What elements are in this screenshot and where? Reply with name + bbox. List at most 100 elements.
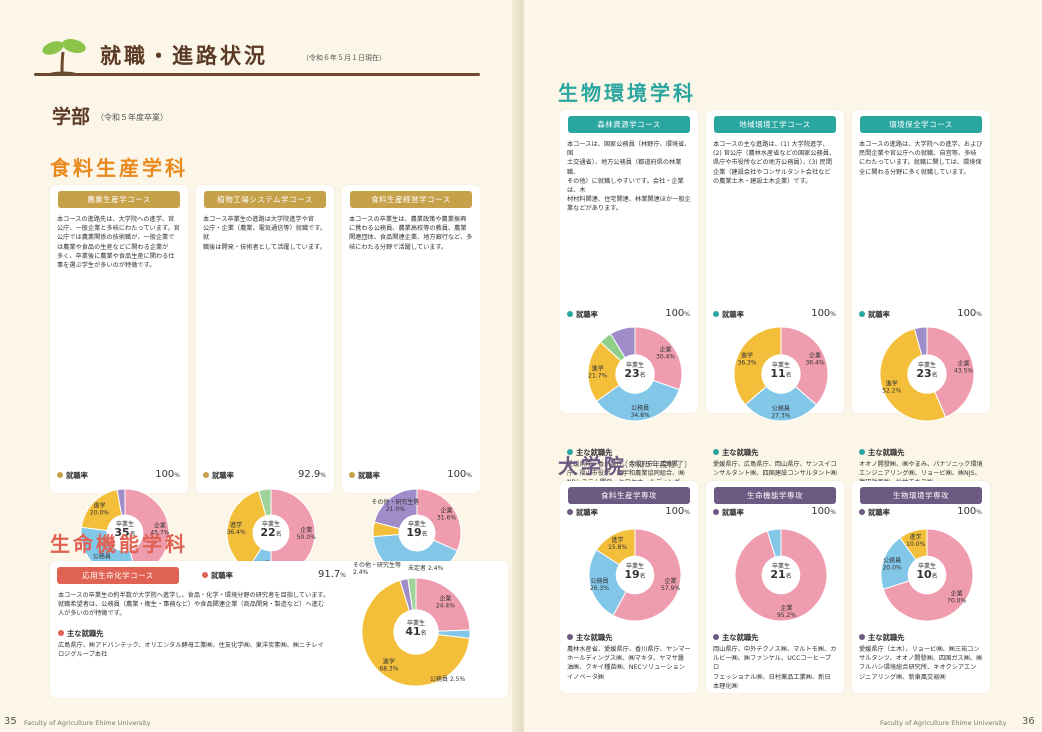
page-number-right: 36 (1022, 716, 1035, 727)
pie-center (615, 555, 655, 595)
course-pill: 食料生産経営学コース (350, 191, 472, 208)
pie-slice (588, 549, 636, 617)
pie-chart: 企業 95.2% (734, 528, 828, 622)
slice-label: 企業 36.4% (805, 352, 824, 367)
graduate-heading: 大学院 (558, 454, 627, 478)
pie-center-label: 卒業生 35名 (114, 521, 136, 539)
employer-list: 愛媛県庁、広島県庁、岡山県庁、サンスイコ ンサルタント㈱、四国建設コンサルタント㈱ (713, 461, 837, 478)
slice-label-other: その他・研究生等 2.4% (353, 562, 402, 576)
pie-center-label: 卒業生 19名 (406, 521, 428, 539)
footer-text-right: Faculty of Agriculture Ehime University (880, 719, 1007, 727)
pie-center-label: 卒業生 19名 (624, 563, 646, 581)
course-desc: 本コースの卒業生の約半数が大学院へ進学し、食品・化学・環境分野の研究者を目指して… (58, 592, 330, 618)
employer-list: 岡山県庁、中外テクノス㈱、マルトモ㈱、カ ルビー㈱、㈱ファンケル、UCCコーヒープ… (713, 646, 837, 690)
course-desc: 本コース卒業生の進路は大学院進学や官 公庁・企業（農業、電気通信等）就職です。就職… (203, 216, 327, 251)
pie-center (761, 354, 801, 394)
employer-heading: 主な就職先 (713, 448, 758, 458)
course-card: 食料生産学専攻 就職率 100% 企業 57.9% 公務員 26.3% 進学 15.8% … (560, 481, 698, 693)
course-desc: 本コースの卒業生は、農業政策や農業振興 に携わる公務員、農業高校等の教員、農業 関連… (349, 216, 473, 251)
pie-center-label: 卒業生 23名 (624, 362, 646, 380)
rate-value: 91.7% (318, 569, 346, 580)
course-desc: 本コースの主な進路は、(1) 大学院進学、 (2) 官公庁（農林水産省などの国家公… (713, 141, 836, 185)
slice-label: 企業 30.4% (656, 345, 675, 360)
pie-center (106, 514, 144, 552)
course-card: 環境保全学コース 本コースの進路は、大学院への進学、および 民間企業や官公庁への就… (852, 110, 990, 486)
employer-list: 農林水産省、愛媛県庁、香川県庁、ヤンマー ホールディングス㈱、㈱マキタ、ヤマサ醤油… (567, 646, 691, 681)
pie-center-label: 卒業生 41名 (405, 620, 427, 638)
pie-center-label: 卒業生 22名 (260, 521, 282, 539)
slice-label: 進学 52.2% (882, 379, 901, 394)
pie-slice (733, 326, 782, 406)
pie-center (761, 555, 801, 595)
rate-label: 就職率 (859, 310, 890, 320)
rate-label: 就職率 (203, 471, 234, 481)
slice-label: 進学 20.0% (90, 502, 109, 517)
pie-slice (780, 326, 829, 406)
employer-list: 愛媛県庁（土木）、リョービ㈱、㈱三祐コン サルタンツ、オオノ開發㈱、四国ガス㈱、㈱… (859, 646, 983, 681)
employer-heading: 主な就職先 (859, 633, 904, 643)
pie-slice (744, 373, 818, 422)
rate-value: 100% (447, 469, 472, 480)
slice-label: その他・研究生等 21.0% (371, 498, 419, 513)
right-page: 生物環境学科 森林資源学コース 本コースは、国家公務員（林野庁、環境省、国 土交通… (524, 0, 1042, 732)
course-card: 植物工場システム学コース 本コース卒業生の進路は大学院進学や官 公庁・企業（農業、… (196, 185, 334, 639)
employer-heading: 主な就職先 (713, 633, 758, 643)
course-card: 食料生産経営学コース 本コースの卒業生は、農業政策や農業振興 に携わる公務員、農業… (342, 185, 480, 658)
rate-label: 就職率 (349, 471, 380, 481)
course-pill: 生命機能学専攻 (714, 487, 836, 504)
graduate-note: （令和５年度修了） (620, 460, 692, 469)
pie-center (907, 354, 947, 394)
course-card: 生命機能学専攻 就職率 100% 企業 95.2% 卒業生 21名 主な就職先 岡山… (706, 481, 844, 693)
pie-chart: 企業 57.9% 公務員 26.3% 進学 15.8% (588, 528, 682, 622)
dept-title-seimei: 生命機能学科 (50, 532, 188, 556)
page-title: 就職・進路状況 (100, 44, 268, 68)
rate-label: 就職率 (57, 471, 88, 481)
course-pill: 植物工場システム学コース (204, 191, 326, 208)
slice-label: 企業 43.5% (954, 359, 973, 374)
course-pill: 森林資源学コース (568, 116, 690, 133)
rate-label: 就職率 (567, 508, 598, 518)
employer-heading: 主な就職先 (567, 448, 612, 458)
slice-label: 公務員 27.3% (771, 404, 790, 419)
slice-label: 進学 21.7% (588, 365, 607, 380)
rate-label: 就職率 (859, 508, 890, 518)
course-card: 農業生産学コース 本コースの進路先は、大学院への進学、官 公庁、一般企業と多岐にわ… (50, 185, 188, 658)
slice-label: 公務員 20.0% (883, 557, 902, 572)
pie-center-label: 卒業生 21名 (770, 563, 792, 581)
date-note: （令和６年５月１日現在） (302, 54, 386, 62)
slice-label: 企業 24.4% (436, 595, 455, 610)
course-pill: 地域環境工学コース (714, 116, 836, 133)
pie-chart: 企業 36.4% 公務員 27.3% 進学 36.3% (733, 326, 829, 422)
course-card: 森林資源学コース 本コースは、国家公務員（林野庁、環境省、国 土交通省）、地方公務… (560, 110, 698, 505)
slice-label: 進学 15.8% (608, 536, 627, 551)
rate-value: 100% (811, 506, 836, 517)
sprout-icon (42, 38, 86, 76)
pie-chart: 企業 70.0% 公務員 20.0% 進学 10.0% (880, 528, 974, 622)
rate-label: 就職率 (567, 310, 598, 320)
dept-title-seibutsu: 生物環境学科 (558, 81, 696, 105)
title-underline (34, 73, 480, 76)
rate-label: 就職率 (202, 571, 233, 581)
pie-center-label: 卒業生 23名 (916, 362, 938, 380)
pie-chart: 企業 43.5% 進学 52.2% (879, 326, 975, 422)
slice-label: 企業 70.0% (947, 590, 966, 605)
pie-center-label: 卒業生 10名 (916, 563, 938, 581)
rate-value: 100% (957, 308, 982, 319)
pie-slice (926, 326, 975, 418)
course-pill: 農業生産学コース (58, 191, 180, 208)
slice-label: 公務員 26.3% (590, 577, 609, 592)
slice-label-undecided: 未定者 2.4% (408, 565, 444, 572)
course-desc: 本コースは、国家公務員（林野庁、環境省、国 土交通省）、地方公務員（都道府県の林業… (567, 141, 691, 213)
footer-text-left: Faculty of Agriculture Ehime University (24, 719, 151, 727)
employer-heading: 主な就職先 (859, 448, 904, 458)
rate-value: 100% (665, 506, 690, 517)
rate-value: 92.9% (298, 469, 326, 480)
employer-list: 広島県庁、㈱アドバンテック、オリエンタル酵母工業㈱、住友化学㈱、東洋炭素㈱、㈱ニ… (58, 642, 324, 659)
pie-center (907, 555, 947, 595)
pie-chart: 企業 30.4% 公務員 34.8% 進学 21.7% (587, 326, 683, 422)
rate-value: 100% (155, 469, 180, 480)
course-pill: 応用生命化学コース (57, 567, 179, 584)
pie-center (393, 609, 439, 655)
dept-title-shokuryo: 食料生産学科 (50, 156, 188, 180)
